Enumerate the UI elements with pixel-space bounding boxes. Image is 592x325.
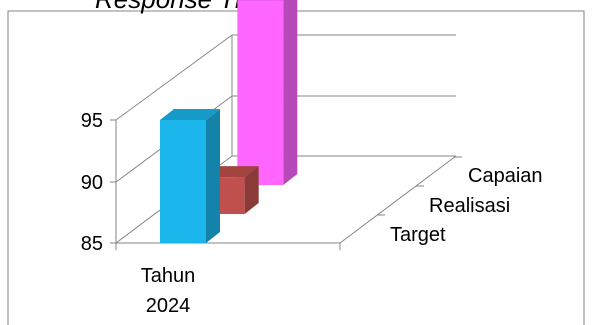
x-category-label-line2: 2024 [146, 295, 191, 317]
bar-capaian-front [237, 0, 284, 185]
bar-target [160, 109, 220, 243]
bar-capaian-side [283, 0, 298, 185]
bar-target-top [160, 109, 220, 120]
x-category-label-line1: Tahun [141, 265, 196, 287]
depth-axis-line [339, 155, 457, 244]
depth-label-target: Target [390, 224, 446, 246]
bars [160, 0, 298, 243]
bar-capaian [237, 0, 298, 185]
bar-capaian-top [237, 0, 284, 1]
bar-target-side [206, 109, 220, 243]
bar-realisasi-side [244, 166, 259, 214]
y-tick-label-90: 90 [81, 172, 103, 194]
depth-label-capaian: Capaian [468, 165, 543, 187]
chart-title: Response Time [95, 0, 277, 14]
y-tick-label-85: 85 [81, 233, 103, 255]
depth-label-realisasi: Realisasi [429, 195, 510, 217]
side-wall-top [115, 34, 233, 121]
y-tick-label-95: 95 [81, 110, 103, 132]
bar-target-front [160, 120, 206, 243]
y-tick-labels: 85 90 95 [81, 110, 103, 255]
